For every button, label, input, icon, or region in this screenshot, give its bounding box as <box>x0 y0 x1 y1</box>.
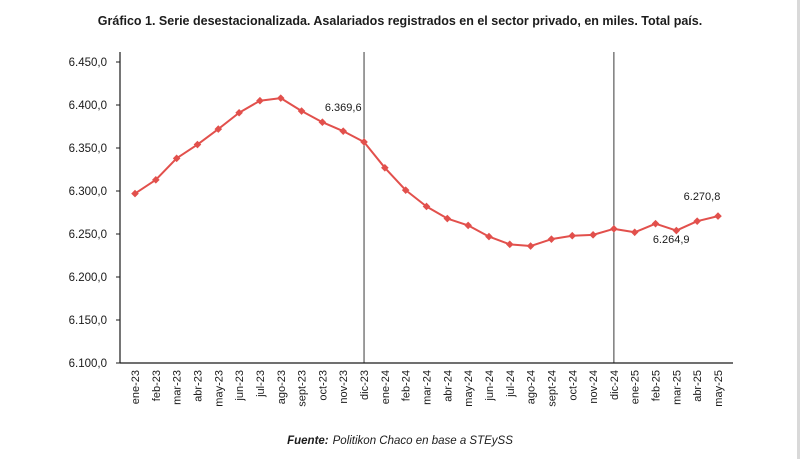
data-point-marker <box>131 189 139 198</box>
source-caption: Fuente: Politikon Chaco en base a STEySS <box>0 435 800 447</box>
data-point-marker <box>464 221 472 230</box>
data-point-marker <box>276 94 285 102</box>
data-point-annotation: 6.264,9 <box>653 234 690 246</box>
x-tick-label: may-25 <box>713 370 725 407</box>
data-point-marker <box>547 235 556 243</box>
data-point-marker <box>610 225 618 233</box>
data-point-marker <box>152 176 160 184</box>
data-point-marker <box>630 228 639 237</box>
y-tick-label: 6.250,0 <box>69 229 107 241</box>
y-tick-label: 6.100,0 <box>69 358 107 370</box>
data-point-marker <box>672 226 681 235</box>
x-tick-label: jun-23 <box>234 370 246 402</box>
x-tick-label: abr-23 <box>192 370 204 402</box>
x-tick-label: feb-24 <box>401 370 413 401</box>
x-tick-label: jul-24 <box>505 370 517 398</box>
data-point-marker <box>693 217 701 225</box>
x-tick-label: ene-24 <box>380 370 392 404</box>
data-series-line <box>134 97 719 248</box>
y-tick-label: 6.450,0 <box>69 57 107 69</box>
y-tick-label: 6.200,0 <box>69 272 107 284</box>
data-point-marker <box>193 140 202 149</box>
x-tick-label: dic-23 <box>359 370 371 400</box>
x-tick-label: nov-23 <box>338 370 350 404</box>
x-tick-label: may-24 <box>463 370 475 407</box>
x-tick-label: sept-23 <box>297 370 309 407</box>
data-point-marker <box>318 118 327 126</box>
data-point-marker <box>568 231 577 240</box>
data-point-marker <box>360 138 368 146</box>
x-tick-label: abr-24 <box>442 370 454 402</box>
y-tick-label: 6.300,0 <box>69 186 107 198</box>
y-tick-label: 6.400,0 <box>69 100 107 112</box>
data-point-annotation: 6.369,6 <box>325 102 362 114</box>
data-point-marker <box>235 108 243 117</box>
x-tick-label: nov-24 <box>588 370 600 404</box>
data-point-marker <box>214 125 223 133</box>
source-text: Politikon Chaco en base a STEySS <box>332 435 513 447</box>
x-tick-label: jul-23 <box>255 370 267 398</box>
data-point-marker <box>381 163 389 172</box>
x-tick-label: ene-25 <box>630 370 642 404</box>
x-tick-label: sept-24 <box>546 370 558 407</box>
x-tick-label: ago-23 <box>276 370 288 404</box>
x-tick-label: oct-23 <box>317 370 329 401</box>
x-tick-label: ene-23 <box>130 370 142 404</box>
x-tick-label: oct-24 <box>567 370 579 401</box>
data-point-marker <box>589 231 597 239</box>
x-tick-label: mar-25 <box>671 370 683 405</box>
x-tick-label: feb-25 <box>651 370 663 401</box>
source-prefix: Fuente: <box>287 435 329 447</box>
y-tick-label: 6.350,0 <box>69 143 107 155</box>
chart-title: Gráfico 1. Serie desestacionalizada. Asa… <box>97 14 703 28</box>
data-point-marker <box>339 127 348 135</box>
x-tick-label: feb-23 <box>151 370 163 401</box>
x-tick-label: dic-24 <box>609 370 621 400</box>
data-point-marker <box>505 240 514 249</box>
data-point-marker <box>714 212 722 220</box>
data-point-marker <box>526 242 535 250</box>
data-point-marker <box>401 186 410 194</box>
x-tick-label: mar-24 <box>422 370 434 405</box>
data-point-marker <box>297 107 306 115</box>
y-tick-label: 6.150,0 <box>69 315 107 327</box>
data-point-marker <box>422 202 431 211</box>
data-point-marker <box>256 96 264 105</box>
data-point-annotation: 6.270,8 <box>684 191 721 203</box>
data-point-marker <box>443 214 452 223</box>
data-point-marker <box>651 219 660 228</box>
x-tick-label: jun-24 <box>484 370 496 402</box>
x-tick-label: may-23 <box>213 370 225 407</box>
window-edge-strip <box>797 0 800 459</box>
data-point-marker <box>485 232 493 241</box>
data-point-marker <box>172 154 181 163</box>
x-tick-label: abr-25 <box>692 370 704 402</box>
x-tick-label: ago-24 <box>526 370 538 404</box>
x-tick-label: mar-23 <box>172 370 184 405</box>
